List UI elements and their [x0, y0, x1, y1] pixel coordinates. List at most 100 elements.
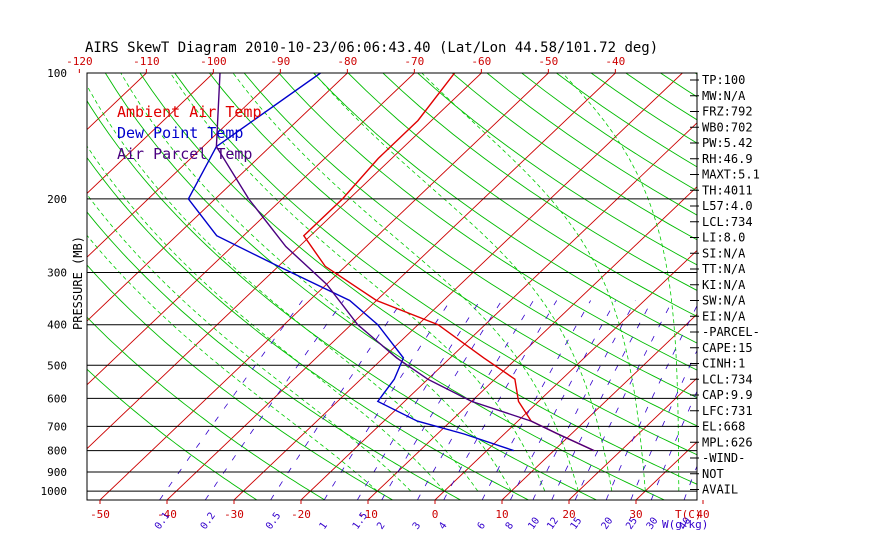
pressure-tick-label: 900 [47, 466, 67, 479]
dry-adiabat-line [313, 73, 697, 344]
index-label: TT:N/A [702, 262, 746, 276]
top-tick-label: -70 [404, 55, 424, 68]
isotherm-line [568, 377, 697, 500]
index-label: LCL:734 [702, 372, 753, 386]
y-axis-label: PRESSURE (MB) [71, 236, 85, 330]
isotherm-line [434, 249, 697, 500]
moist-adiabat-line [170, 73, 546, 492]
dry-adiabat-line [104, 73, 665, 500]
top-tick-label: -80 [337, 55, 357, 68]
index-label: RH:46.9 [702, 152, 753, 166]
index-label: MPL:626 [702, 435, 753, 449]
bottom-tick-label: 30 [629, 508, 642, 521]
moist-adiabat-line [87, 84, 479, 492]
bottom-tick-label: 20 [562, 508, 575, 521]
dry-adiabat-line [243, 73, 697, 399]
mixing-ratio-line [574, 300, 673, 500]
dry-adiabat-line [382, 73, 697, 291]
index-label: SI:N/A [702, 246, 746, 260]
index-label: WB0:702 [702, 120, 753, 134]
isotherm-line [166, 73, 616, 500]
isotherm-line [635, 441, 697, 500]
dry-adiabat-line [278, 73, 697, 371]
dry-adiabat-line [347, 73, 697, 317]
isotherm-line [87, 73, 482, 450]
index-label: TP:100 [702, 73, 745, 87]
bottom-tick-label: 40 [696, 508, 709, 521]
moist-adiabat-line [421, 73, 646, 492]
pressure-tick-label: 600 [47, 392, 67, 405]
mixing-ratio-tick-label: 20 [600, 516, 616, 532]
index-label: -PARCEL- [702, 325, 760, 339]
index-label: CAP:9.9 [702, 388, 753, 402]
index-label: MAXT:5.1 [702, 168, 760, 182]
dry-adiabat-line [87, 156, 529, 500]
mixing-ratio-tick-label: 6 [476, 520, 488, 531]
mixing-ratio-tick-label: 4 [437, 520, 449, 531]
isotherm-line [501, 313, 697, 500]
mixing-ratio-tick-label: 0.2 [199, 511, 218, 532]
bottom-tick-label: 10 [495, 508, 508, 521]
isotherm-line [300, 122, 697, 500]
moist-adiabat-line [87, 234, 378, 492]
isotherm-line [87, 73, 281, 258]
dry-adiabat-line [139, 73, 697, 485]
index-label: FRZ:792 [702, 105, 753, 119]
index-label: PW:5.42 [702, 136, 753, 150]
mixing-ratio-tick-label: 1 [318, 520, 330, 531]
pressure-tick-label: 1000 [41, 485, 68, 498]
dry-adiabat-line [87, 211, 461, 500]
bottom-tick-label: -30 [224, 508, 244, 521]
index-label: AVAIL [702, 483, 738, 497]
bottom-tick-label: -20 [291, 508, 311, 521]
index-label: TH:4011 [702, 183, 753, 197]
mixing-ratio-line [323, 300, 451, 500]
mixing-ratio-tick-label: 12 [545, 516, 561, 532]
dry-adiabat-line [452, 73, 697, 241]
mixing-ratio-unit: W(g/kg) [662, 518, 708, 531]
bottom-tick-label: -40 [157, 508, 177, 521]
index-label: LFC:731 [702, 404, 753, 418]
isotherm-line [233, 73, 683, 500]
plot-frame [86, 72, 698, 501]
pressure-tick-label: 500 [47, 359, 67, 372]
top-tick-label: -100 [200, 55, 227, 68]
moist-adiabat-line [232, 73, 579, 492]
mixing-ratio-tick-label: 10 [526, 516, 542, 532]
top-tick-label: -50 [538, 55, 558, 68]
dry-adiabat-line [87, 100, 597, 500]
series-line-dew-point [187, 73, 514, 452]
bottom-tick-label: -50 [90, 508, 110, 521]
legend-entry: Ambient Air Temp [117, 103, 262, 121]
top-tick-label: -60 [471, 55, 491, 68]
index-label: LCL:734 [702, 215, 753, 229]
chart-title: AIRS SkewT Diagram 2010-10-23/06:06:43.4… [85, 40, 658, 56]
top-tick-label: -120 [66, 55, 93, 68]
isotherm-line [99, 73, 549, 500]
dry-adiabat-line [417, 73, 697, 266]
mixing-ratio-tick-label: 2 [375, 520, 387, 531]
series-line-parcel-temp [215, 73, 595, 452]
index-label: EI:N/A [702, 309, 746, 323]
index-label: L57:4.0 [702, 199, 753, 213]
bottom-tick-label: -10 [358, 508, 378, 521]
mixing-ratio-line [204, 300, 344, 500]
pressure-tick-label: 200 [47, 193, 67, 206]
isotherm-line [0, 73, 79, 500]
dry-adiabat-line [174, 73, 697, 456]
isotherm-line [770, 73, 870, 500]
index-label: -WIND- [702, 451, 745, 465]
legend-entry: Air Parcel Temp [117, 145, 252, 163]
pressure-tick-label: 700 [47, 420, 67, 433]
pressure-tick-label: 300 [47, 267, 67, 280]
dry-adiabat-line [521, 73, 697, 192]
pressure-tick-label: 400 [47, 319, 67, 332]
index-label: MW:N/A [702, 89, 746, 103]
top-tick-label: -40 [605, 55, 625, 68]
index-label: CAPE:15 [702, 341, 753, 355]
moist-adiabat-line [562, 73, 680, 492]
moist-adiabat-line [87, 193, 412, 492]
moist-adiabat-line [313, 73, 613, 492]
pressure-tick-label: 100 [47, 67, 67, 80]
